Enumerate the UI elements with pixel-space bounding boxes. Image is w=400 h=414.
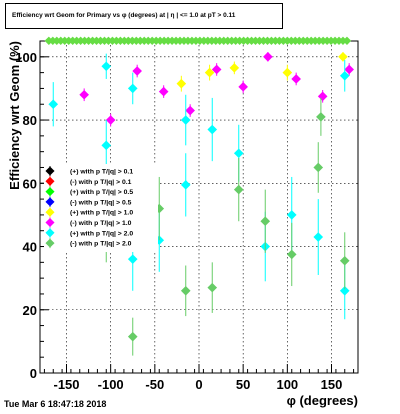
x-tick-label: 150 (321, 377, 343, 392)
legend-marker (45, 166, 55, 176)
data-point (233, 148, 244, 159)
data-point (238, 82, 248, 92)
data-point (79, 89, 89, 100)
data-point (180, 285, 191, 296)
data-point (185, 105, 195, 116)
data-point (313, 232, 324, 242)
data-point (132, 66, 142, 76)
data-point (127, 254, 138, 264)
y-tick-label: 60 (23, 176, 37, 191)
data-point (207, 282, 218, 293)
data-point (127, 331, 138, 342)
y-axis-label: Efficiency wrt Geom (%) (7, 41, 22, 190)
y-tick-label: 80 (23, 113, 37, 128)
y-tick-label: 0 (30, 366, 37, 381)
legend-label: (+) with p T/|q| > 0.5 (70, 189, 133, 196)
data-point (48, 99, 59, 110)
x-tick-label: 50 (236, 377, 250, 392)
legend-marker (45, 207, 55, 217)
data-point (105, 115, 116, 125)
y-tick-label: 100 (15, 50, 37, 65)
data-point (204, 67, 215, 78)
x-tick-label: 0 (195, 377, 202, 392)
x-tick-label: 100 (276, 377, 298, 392)
legend-box (44, 164, 158, 252)
legend-label: (+) with p T/|q| > 2.0 (70, 230, 133, 237)
x-tick-label: -150 (53, 377, 79, 392)
x-tick-label: -100 (98, 377, 124, 392)
legend-label: (-) with p T/|q| > 1.0 (70, 220, 132, 227)
y-tick-label: 40 (23, 240, 37, 255)
data-point (180, 180, 191, 190)
y-tick-label: 20 (23, 303, 37, 318)
legend-label: (+) with p T/|q| > 1.0 (70, 210, 133, 217)
data-point (282, 67, 293, 78)
data-point (286, 249, 297, 260)
saturation-point (342, 36, 352, 46)
data-point (207, 124, 218, 135)
chart-title: Efficiency wrt Geom for Primary vs φ (de… (12, 12, 236, 19)
legend-marker (45, 176, 55, 186)
title-box: Efficiency wrt Geom for Primary vs φ (de… (5, 3, 283, 29)
data-point (158, 86, 169, 97)
data-point (260, 216, 271, 227)
x-axis-label: φ (degrees) (287, 393, 358, 408)
legend-marker (45, 197, 55, 207)
legend-marker (45, 228, 55, 238)
legend-label: (+) with p T/|q| > 0.1 (70, 169, 133, 176)
x-tick-label: -50 (145, 377, 164, 392)
legend-label: (-) with p T/|q| > 0.5 (70, 199, 132, 206)
data-point (101, 140, 112, 151)
legend-label: (-) with p T/|q| > 2.0 (70, 241, 132, 248)
legend-label: (-) with p T/|q| > 0.1 (70, 179, 132, 186)
timestamp: Tue Mar 6 18:47:18 2018 (4, 399, 107, 409)
data-point (211, 64, 222, 75)
data-point (233, 184, 244, 195)
data-point (313, 162, 324, 173)
legend-marker (45, 217, 55, 228)
